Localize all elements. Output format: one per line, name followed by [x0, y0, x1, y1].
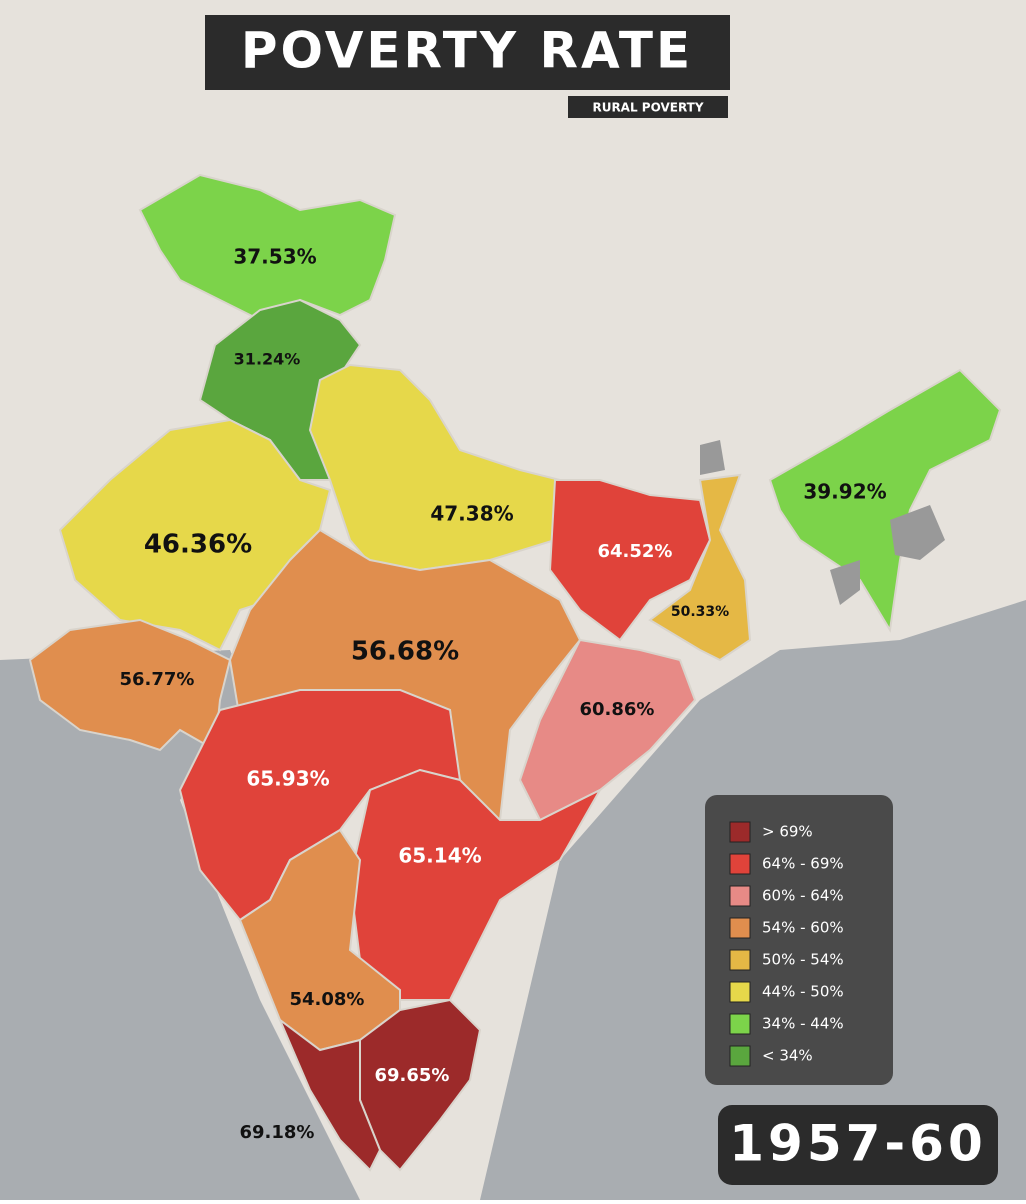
legend-swatch: [729, 917, 751, 939]
legend-swatch: [729, 885, 751, 907]
region: [518, 638, 697, 822]
legend-swatch: [729, 821, 751, 843]
legend-label: 50% - 54%: [762, 951, 844, 969]
region-label: 69.65%: [375, 1065, 450, 1086]
legend-label: < 34%: [762, 1047, 813, 1065]
legend-swatch: [729, 981, 751, 1003]
region: [548, 479, 712, 642]
region-label: 60.86%: [580, 699, 655, 720]
region-label: 56.77%: [120, 669, 195, 690]
region: [648, 473, 752, 662]
legend-swatch: [729, 853, 751, 875]
region-label: 54.08%: [290, 989, 365, 1010]
region-label: 65.93%: [246, 767, 329, 791]
legend-label: > 69%: [762, 823, 813, 841]
region-label: 65.14%: [398, 844, 481, 868]
legend-swatch: [729, 1045, 751, 1067]
period-box: [718, 1105, 998, 1185]
region-label: 39.92%: [803, 480, 886, 504]
legend-label: 64% - 69%: [762, 855, 844, 873]
region-label: 56.68%: [351, 637, 459, 667]
region-no-data: [830, 560, 860, 605]
legend-box: [705, 795, 893, 1085]
region-label: 47.38%: [430, 502, 513, 526]
period: 1957-60: [729, 1115, 987, 1173]
legend: > 69% 64% - 69% 60% - 64% 54% - 60% 50% …: [729, 821, 844, 1067]
region-label: 64.52%: [598, 541, 673, 562]
region-label: 69.18%: [240, 1122, 315, 1143]
legend-label: 44% - 50%: [762, 983, 844, 1001]
legend-swatch: [729, 1013, 751, 1035]
subtitle: RURAL POVERTY: [592, 101, 703, 115]
legend-swatch: [729, 949, 751, 971]
legend-label: 54% - 60%: [762, 919, 844, 937]
region-label: 50.33%: [671, 604, 729, 620]
title-box: [205, 15, 730, 90]
region-no-data: [700, 440, 725, 475]
subtitle-box: [568, 96, 728, 118]
title: POVERTY RATE: [241, 22, 693, 80]
region-label: 37.53%: [233, 245, 316, 269]
region: [768, 368, 1002, 633]
arabian-sea: [0, 650, 360, 1200]
region: [138, 173, 397, 322]
region: [277, 1016, 382, 1172]
legend-label: 34% - 44%: [762, 1015, 844, 1033]
region-no-data: [890, 505, 945, 560]
region-label: 31.24%: [234, 350, 301, 369]
legend-label: 60% - 64%: [762, 887, 844, 905]
region-label: 46.36%: [144, 530, 252, 560]
